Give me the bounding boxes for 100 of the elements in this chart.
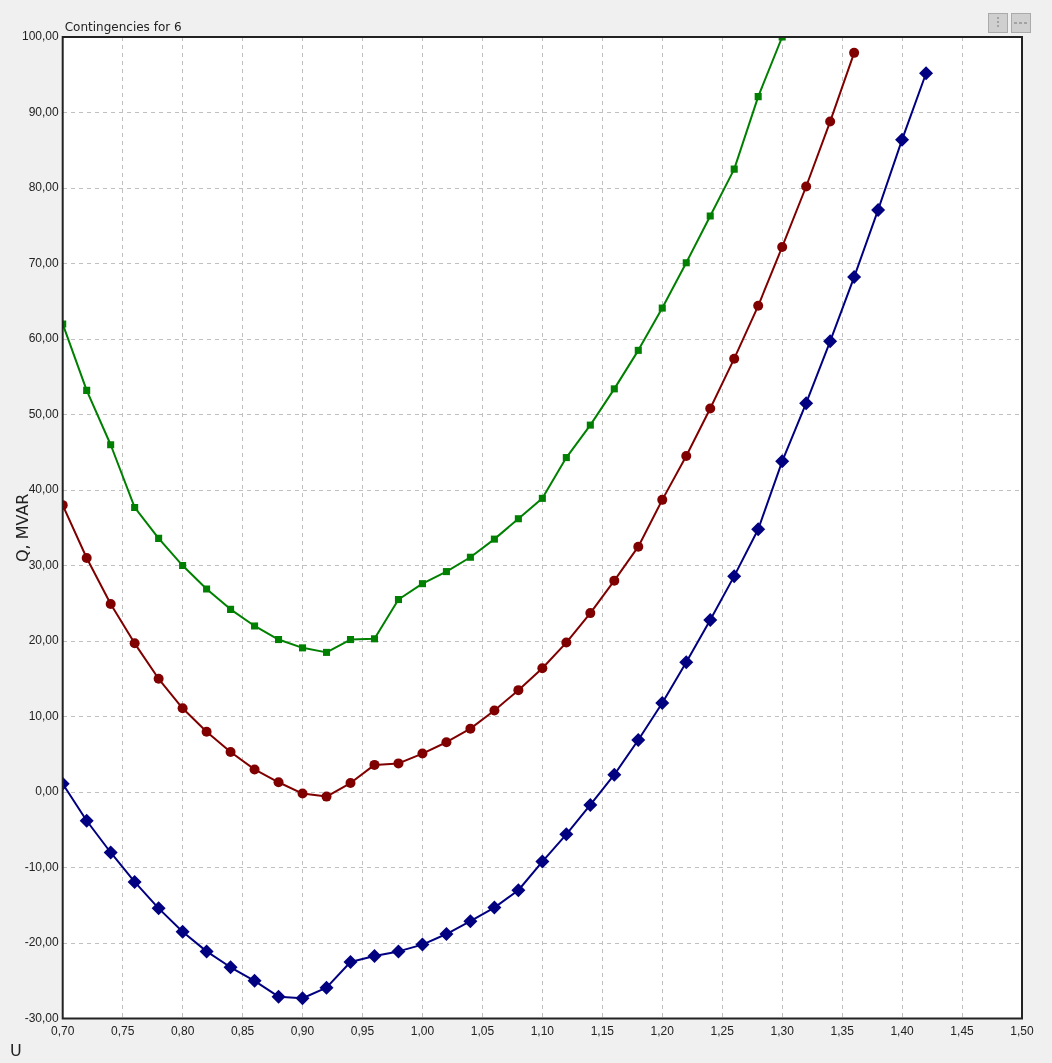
point <box>393 758 404 769</box>
point <box>177 703 188 714</box>
point <box>561 637 572 648</box>
y-tick-label: 20,00 <box>28 633 60 648</box>
point <box>609 575 620 586</box>
x-tick-label: 0,90 <box>290 1024 315 1039</box>
point <box>535 854 550 869</box>
y-tick-label: 30,00 <box>28 557 60 572</box>
point <box>537 663 548 674</box>
point <box>249 764 260 775</box>
point <box>203 585 211 593</box>
point <box>705 403 716 414</box>
point <box>658 304 666 312</box>
point <box>631 732 646 747</box>
chart-title: Contingencies for 6 <box>64 20 182 35</box>
point <box>538 494 546 502</box>
point <box>657 494 668 505</box>
point <box>490 535 498 543</box>
point <box>155 534 163 542</box>
point <box>201 726 212 737</box>
point <box>107 441 115 449</box>
point <box>367 948 382 963</box>
point <box>321 791 332 802</box>
point <box>823 334 838 349</box>
point <box>586 421 594 429</box>
y-tick-label: 10,00 <box>28 708 60 723</box>
y-tick-label: 90,00 <box>28 104 60 119</box>
point <box>919 66 934 81</box>
point <box>369 759 380 770</box>
x-tick-label: 0,75 <box>110 1024 135 1039</box>
point <box>729 353 740 364</box>
point <box>751 522 766 537</box>
point <box>562 454 570 462</box>
point <box>153 673 164 684</box>
point <box>585 608 596 619</box>
point <box>391 944 406 959</box>
x-tick-label: 1,00 <box>410 1024 435 1039</box>
x-tick-label: 1,35 <box>830 1024 855 1039</box>
point <box>298 644 307 652</box>
point <box>466 553 474 561</box>
x-tick-label: 1,50 <box>1010 1024 1034 1039</box>
point <box>295 991 310 1006</box>
point <box>370 635 379 643</box>
point <box>415 937 430 952</box>
point <box>514 515 522 523</box>
point <box>275 636 283 644</box>
point <box>655 695 670 710</box>
point <box>682 259 690 267</box>
point <box>799 396 814 411</box>
point <box>105 599 116 610</box>
y-tick-label: 80,00 <box>28 180 60 195</box>
point <box>465 723 476 734</box>
point <box>703 612 718 627</box>
point <box>681 451 692 462</box>
point <box>801 181 812 192</box>
y-tick-label: -20,00 <box>24 935 60 950</box>
point <box>199 944 214 959</box>
x-tick-label: 1,05 <box>470 1024 495 1039</box>
y-tick-label: 70,00 <box>28 255 60 270</box>
point <box>129 638 140 649</box>
x-tick-label: 0,95 <box>350 1024 375 1039</box>
x-tick-label: 1,30 <box>770 1024 795 1039</box>
point <box>297 788 308 799</box>
x-tick-label: 1,45 <box>950 1024 975 1039</box>
point <box>634 346 642 354</box>
point <box>179 562 187 570</box>
point <box>607 767 622 782</box>
point <box>727 569 742 584</box>
point <box>175 924 190 939</box>
y-tick-label: -10,00 <box>24 859 60 874</box>
point <box>417 748 428 759</box>
point <box>633 541 644 552</box>
x-tick-label: 1,15 <box>590 1024 615 1039</box>
point <box>706 212 714 220</box>
y-tick-label: 40,00 <box>28 482 60 497</box>
point <box>343 954 358 969</box>
point <box>81 553 92 563</box>
point <box>79 813 94 828</box>
point <box>223 960 238 975</box>
point <box>439 927 454 942</box>
x-tick-label: 1,20 <box>650 1024 675 1039</box>
y-tick-label: 100,00 <box>22 29 60 44</box>
point <box>895 132 910 147</box>
point <box>83 386 91 394</box>
point <box>559 827 574 842</box>
point <box>273 777 284 788</box>
point <box>754 93 762 101</box>
y-tick-label: -30,00 <box>24 1010 60 1025</box>
point <box>610 385 618 393</box>
x-tick-label: 1,10 <box>530 1024 555 1039</box>
point <box>847 270 862 285</box>
point <box>489 705 500 716</box>
point <box>487 900 502 915</box>
x-tick-label: 0,80 <box>170 1024 195 1039</box>
point <box>511 883 526 898</box>
point <box>271 989 286 1004</box>
x-tick-label: 0,85 <box>230 1024 255 1039</box>
point <box>871 202 886 217</box>
point <box>225 747 236 758</box>
point <box>103 845 118 860</box>
